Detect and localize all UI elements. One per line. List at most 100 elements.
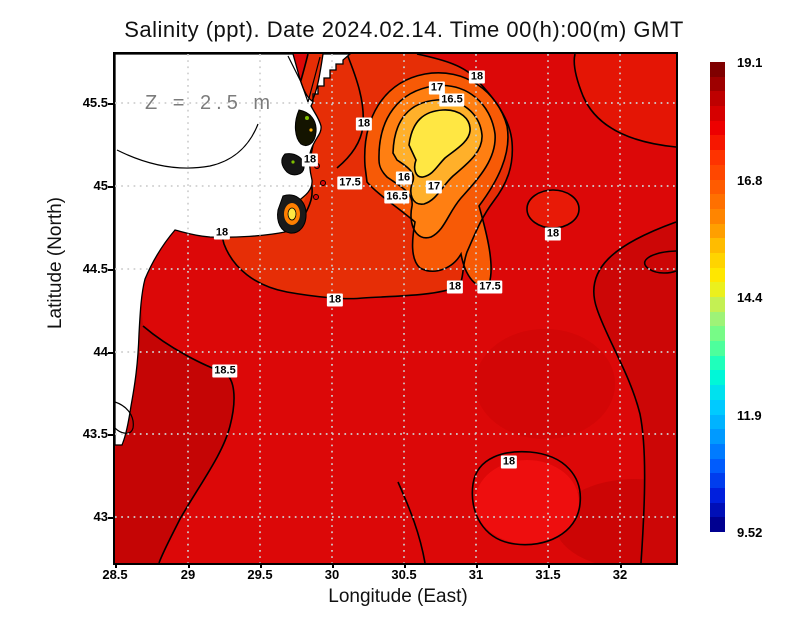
light-region-northeast [574,54,676,147]
fill-small-loop [527,190,579,228]
x-tick-mark [188,563,190,568]
colorbar-step [710,517,725,532]
y-tick-mark [108,269,113,271]
sea-mottle [475,329,615,439]
x-tick-label: 28.5 [102,567,128,582]
x-axis-title: Longitude (East) [328,586,468,607]
colorbar-step [710,194,725,209]
colorbar-tick-label: 11.9 [737,407,762,423]
dark-region-southwest [115,304,235,563]
y-tick-label: 43 [93,509,108,524]
contour-value-label: 18 [500,455,518,469]
contour-18-east-arc [592,221,676,563]
salinity-field-canvas [115,54,676,563]
contour-17-5 [363,72,509,287]
dark-region-east [593,222,676,563]
colorbar-step [710,208,725,224]
contour-value-label: 17 [428,81,446,95]
colorbar-step [710,326,725,342]
colorbar-step [710,179,725,195]
contour-16 [408,109,471,178]
colorbar-step [710,502,725,518]
graticule-gridlines [115,54,676,563]
y-tick-label: 44 [93,344,108,359]
colorbar-step [710,311,725,327]
y-tick-label: 45.5 [82,95,108,110]
x-tick-mark [548,563,550,568]
colorbar-step [710,62,725,77]
x-tick-label: 32 [612,567,628,582]
x-tick-label: 31 [468,567,484,582]
x-tick-mark [620,563,622,568]
colorbar-step [710,164,725,180]
colorbar-step [710,76,725,92]
y-tick-mark [108,352,113,354]
x-tick-label: 29 [180,567,196,582]
contour-value-label: 17.5 [477,280,503,294]
contour-value-label: 16.5 [384,190,410,204]
y-tick-mark [108,186,113,188]
contour-18-5 [142,325,235,563]
colorbar-tick-label: 19.1 [737,55,763,70]
colorbar-step [710,282,725,297]
x-tick-label: 30.5 [391,567,417,582]
colorbar-step [710,414,725,430]
colorbar-step [710,458,725,474]
x-tick-label: 29.5 [247,567,273,582]
colorbar-step [710,252,725,268]
x-tick-mark [260,563,262,568]
y-tick-mark [108,434,113,436]
colorbar-tick-label: 16.8 [737,172,763,188]
colorbar-step [710,297,725,312]
contour-value-label: 18 [213,226,231,240]
colorbar-step [710,223,725,239]
contour-northeast [573,54,676,148]
colorbar-step [710,370,725,386]
contour-value-label: 18 [326,293,344,307]
colorbar-step [710,106,725,121]
colorbar-step [710,473,725,488]
contour-18-bottom-loop [471,450,582,546]
estuary-outline [287,55,321,105]
contour-value-label: 16.5 [439,93,465,107]
contour-value-label: 18 [355,117,373,131]
fill-bottom-loop [475,460,579,544]
contour-value-label: 17.5 [337,176,363,190]
y-tick-mark [108,103,113,105]
y-tick-mark [108,517,113,519]
lagoon-outline [116,123,259,169]
contour-value-label: 18.5 [212,364,238,378]
x-tick-mark [115,563,117,568]
coastline-details [115,55,321,434]
river-plume-blobs [277,109,326,234]
contour-bottom-segment [397,481,426,563]
x-tick-label: 31.5 [535,567,561,582]
x-tick-mark [404,563,406,568]
colorbar-step [710,238,725,253]
colorbar-tick-label: 9.52 [737,525,763,540]
contour-value-label: 17 [425,180,443,194]
colorbar-step [710,341,725,356]
x-tick-mark [476,563,478,568]
y-tick-label: 43.5 [82,426,108,441]
y-axis-title: Latitude (North) [45,196,66,330]
y-tick-label: 44.5 [82,261,108,276]
colorbar-step [710,355,725,371]
colorbar-step [710,120,725,136]
colorbar-step [710,399,725,415]
colorbar-tick-label: 14.4 [737,290,763,305]
colorbar-step [710,385,725,400]
contour-value-label: 18 [468,70,486,84]
contour-value-label: 18 [544,227,562,241]
x-tick-mark [332,563,334,568]
colorbar-step [710,150,725,165]
contour-16-5 [392,99,483,205]
lake-outline [115,401,134,434]
x-tick-label: 30 [324,567,340,582]
colorbar-step [710,91,725,107]
contour-value-label: 16 [395,171,413,185]
y-tick-label: 45 [93,178,108,193]
map-plot-area: Z = 2.5 m 18 17 16.5 18 18 16 17.5 17 16.5 18 18 18… [113,52,678,565]
depth-annotation: Z = 2.5 m [145,92,276,114]
